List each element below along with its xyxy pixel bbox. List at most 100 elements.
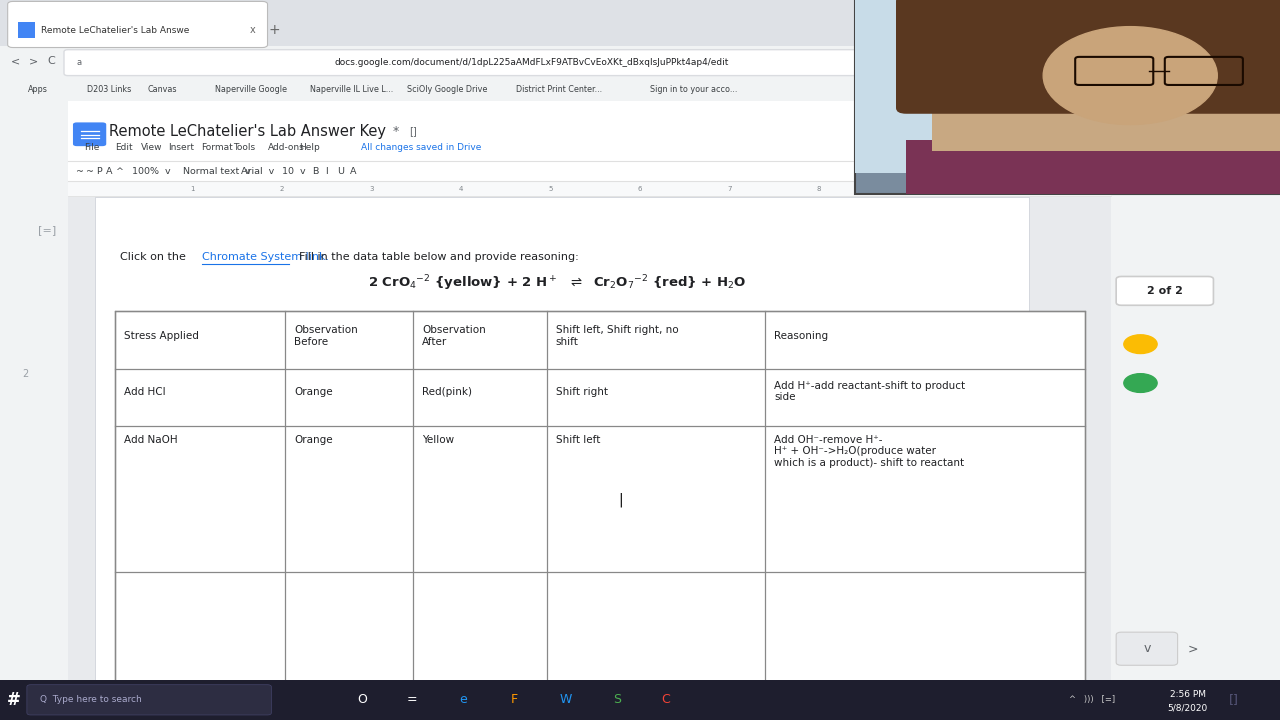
FancyBboxPatch shape — [68, 101, 1111, 720]
Text: Stress Applied: Stress Applied — [124, 331, 198, 341]
Text: Shift right: Shift right — [556, 387, 608, 397]
Text: Naperville IL Live L...: Naperville IL Live L... — [310, 85, 393, 94]
Text: Add-ons: Add-ons — [268, 143, 305, 152]
FancyBboxPatch shape — [0, 680, 1280, 720]
Text: P: P — [96, 167, 101, 176]
Text: Chromate System link.: Chromate System link. — [202, 252, 329, 262]
Text: <: < — [10, 56, 20, 66]
Text: ~: ~ — [76, 167, 83, 176]
Circle shape — [1124, 374, 1157, 392]
Text: v: v — [1143, 642, 1151, 655]
Text: +: + — [268, 23, 280, 37]
FancyBboxPatch shape — [68, 181, 1111, 196]
Text: W: W — [559, 693, 572, 706]
FancyBboxPatch shape — [932, 24, 1280, 151]
Text: =: = — [407, 693, 417, 706]
Text: ~: ~ — [86, 167, 93, 176]
Text: 5/8/2020: 5/8/2020 — [1167, 704, 1208, 713]
Text: Orange: Orange — [294, 435, 333, 445]
Text: Red(pink): Red(pink) — [422, 387, 472, 397]
Text: Add HCl: Add HCl — [124, 387, 166, 397]
Text: District Print Center...: District Print Center... — [516, 85, 602, 94]
Text: #: # — [8, 691, 20, 708]
FancyBboxPatch shape — [115, 311, 1085, 689]
Text: Yellow: Yellow — [422, 435, 454, 445]
FancyBboxPatch shape — [906, 140, 1280, 194]
Text: 2 of 2: 2 of 2 — [1147, 286, 1183, 296]
Text: Shift left: Shift left — [556, 435, 600, 445]
Text: ^: ^ — [116, 167, 124, 176]
Text: Click on the: Click on the — [120, 252, 189, 262]
Text: docs.google.com/document/d/1dpL225aAMdFLxF9ATBvCvEoXKt_dBxqlsJuPPkt4ap4/edit: docs.google.com/document/d/1dpL225aAMdFL… — [334, 58, 728, 67]
Circle shape — [1043, 27, 1217, 125]
Text: Remote LeChatelier's Lab Answer Key: Remote LeChatelier's Lab Answer Key — [109, 124, 385, 138]
Text: Shift left, Shift right, no
shift: Shift left, Shift right, no shift — [556, 325, 678, 347]
FancyBboxPatch shape — [0, 46, 1280, 77]
Text: Help: Help — [300, 143, 320, 152]
Circle shape — [1124, 335, 1157, 354]
Text: Observation
After: Observation After — [422, 325, 486, 347]
Text: B: B — [312, 167, 319, 176]
Text: C: C — [662, 693, 669, 706]
Text: *: * — [393, 125, 399, 138]
Text: All changes saved in Drive: All changes saved in Drive — [361, 143, 481, 152]
Text: D203 Links: D203 Links — [87, 85, 132, 94]
Text: File: File — [84, 143, 100, 152]
FancyBboxPatch shape — [68, 101, 1111, 162]
Text: A: A — [349, 167, 356, 176]
FancyBboxPatch shape — [73, 122, 106, 146]
Text: Arial  v: Arial v — [241, 167, 274, 176]
Text: Add H⁺-add reactant-shift to product
side: Add H⁺-add reactant-shift to product sid… — [774, 381, 965, 402]
Text: View: View — [141, 143, 163, 152]
Text: 5: 5 — [548, 186, 553, 192]
Text: ^   )))   [=]: ^ ))) [=] — [1069, 696, 1115, 704]
Text: Naperville Google: Naperville Google — [215, 85, 287, 94]
Text: 2: 2 — [23, 369, 28, 379]
Text: 1: 1 — [189, 186, 195, 192]
Text: Fill in the data table below and provide reasoning:: Fill in the data table below and provide… — [292, 252, 579, 262]
Text: []: [] — [410, 126, 417, 136]
FancyBboxPatch shape — [64, 50, 1012, 76]
FancyBboxPatch shape — [0, 101, 68, 720]
FancyBboxPatch shape — [855, 0, 1033, 173]
Text: Insert: Insert — [168, 143, 193, 152]
FancyBboxPatch shape — [1116, 632, 1178, 665]
FancyBboxPatch shape — [8, 1, 268, 48]
Text: 100%  v: 100% v — [132, 167, 170, 176]
Text: O: O — [357, 693, 367, 706]
Text: Q  Type here to search: Q Type here to search — [40, 696, 141, 704]
Text: >: > — [28, 56, 38, 66]
Text: 2 CrO$_4$$^{-2}$ {yellow} + 2 H$^+$  $\rightleftharpoons$  Cr$_2$O$_7$$^{-2}$ {r: 2 CrO$_4$$^{-2}$ {yellow} + 2 H$^+$ $\ri… — [367, 274, 746, 294]
FancyBboxPatch shape — [0, 77, 1114, 101]
Text: 10  v: 10 v — [282, 167, 305, 176]
Text: Remote LeChatelier's Lab Answe: Remote LeChatelier's Lab Answe — [41, 26, 189, 35]
Text: []: [] — [1229, 693, 1239, 706]
FancyBboxPatch shape — [27, 685, 271, 715]
Text: x: x — [250, 25, 255, 35]
FancyBboxPatch shape — [68, 161, 1111, 181]
FancyBboxPatch shape — [1116, 276, 1213, 305]
Text: Format: Format — [201, 143, 233, 152]
Text: [=]: [=] — [38, 225, 56, 235]
Text: SciOly Google Drive: SciOly Google Drive — [407, 85, 488, 94]
Text: Tools: Tools — [233, 143, 255, 152]
FancyBboxPatch shape — [95, 197, 1029, 706]
Text: Normal text  v: Normal text v — [183, 167, 251, 176]
Text: Observation
Before: Observation Before — [294, 325, 358, 347]
Text: A: A — [106, 167, 113, 176]
Text: Add NaOH: Add NaOH — [124, 435, 178, 445]
Text: 4: 4 — [458, 186, 463, 192]
Text: C: C — [47, 56, 55, 66]
Text: S: S — [613, 693, 621, 706]
FancyBboxPatch shape — [0, 0, 1280, 47]
Text: Edit: Edit — [115, 143, 133, 152]
Text: 8: 8 — [817, 186, 822, 192]
Text: a: a — [77, 58, 82, 67]
Text: >: > — [1188, 642, 1198, 655]
Text: Orange: Orange — [294, 387, 333, 397]
Text: Q: Q — [1020, 58, 1028, 68]
Text: 3: 3 — [369, 186, 374, 192]
FancyBboxPatch shape — [18, 22, 35, 38]
Text: 2:56 PM: 2:56 PM — [1170, 690, 1206, 698]
Text: 6: 6 — [637, 186, 643, 192]
